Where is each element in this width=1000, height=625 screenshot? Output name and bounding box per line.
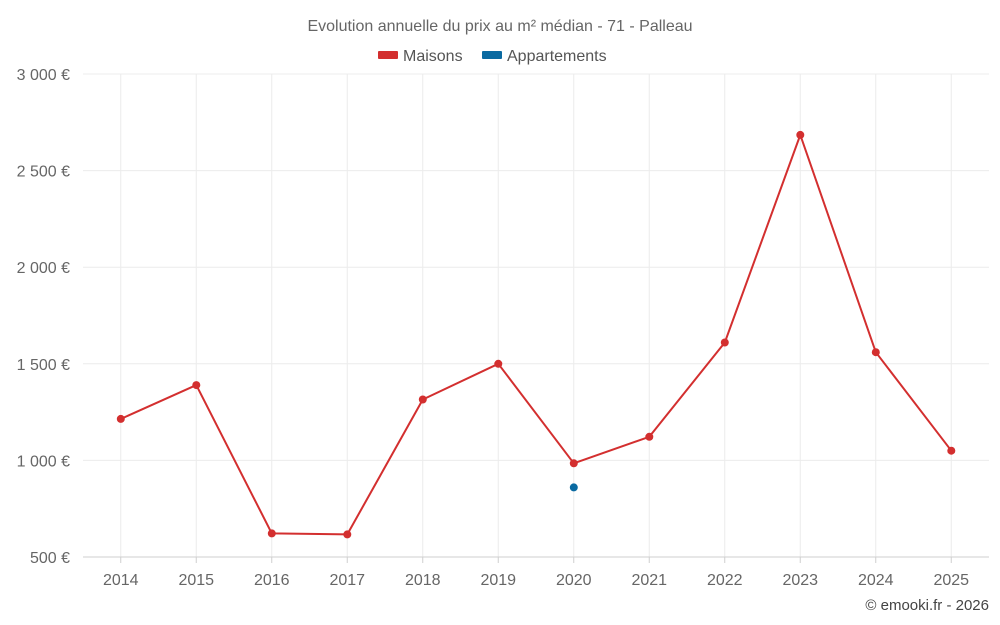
credit-text: © emooki.fr - 2026: [865, 597, 989, 614]
x-tick-label: 2023: [782, 572, 818, 589]
y-tick-label: 1 000 €: [17, 453, 70, 470]
y-tick-label: 3 000 €: [17, 67, 70, 84]
data-point-maisons[interactable]: [116, 414, 125, 423]
x-tick-label: 2020: [556, 572, 592, 589]
x-tick-label: 2014: [103, 572, 139, 589]
data-point-appartements[interactable]: [569, 483, 578, 492]
data-point-maisons[interactable]: [569, 459, 578, 468]
y-tick-label: 1 500 €: [17, 357, 70, 374]
legend-swatch-maisons: [378, 51, 398, 59]
data-point-maisons[interactable]: [645, 432, 654, 441]
x-tick-label: 2016: [254, 572, 290, 589]
y-tick-label: 2 000 €: [17, 260, 70, 277]
data-point-maisons[interactable]: [418, 395, 427, 404]
y-tick-label: 2 500 €: [17, 164, 70, 181]
series-line-maisons: [120, 133, 953, 536]
data-point-maisons[interactable]: [494, 359, 503, 368]
data-point-maisons[interactable]: [796, 130, 805, 139]
legend: Maisons Appartements: [378, 48, 607, 65]
legend-label-appartements: Appartements: [507, 48, 607, 65]
data-point-maisons[interactable]: [871, 348, 880, 357]
legend-swatch-appartements: [482, 51, 502, 59]
axes: 500 € 1 000 € 1 500 € 2 000 € 2 500 € 3 000 €…: [17, 67, 989, 589]
x-tick-label: 2015: [178, 572, 214, 589]
chart-title: Evolution annuelle du prix au m² médian …: [307, 18, 692, 35]
legend-label-maisons: Maisons: [403, 48, 463, 65]
x-tick-label: 2025: [933, 572, 969, 589]
y-tick-label: 500 €: [30, 550, 70, 567]
x-tick-label: 2018: [405, 572, 441, 589]
data-point-maisons[interactable]: [720, 338, 729, 347]
data-point-maisons[interactable]: [267, 529, 276, 538]
legend-item-appartements[interactable]: Appartements: [482, 48, 607, 65]
x-tick-label: 2017: [329, 572, 365, 589]
data-point-maisons[interactable]: [947, 446, 956, 455]
data-point-maisons[interactable]: [343, 530, 352, 539]
x-tick-label: 2021: [631, 572, 667, 589]
grid: [83, 73, 989, 557]
x-tick-label: 2024: [858, 572, 894, 589]
data-point-maisons[interactable]: [192, 381, 201, 390]
x-tick-label: 2019: [480, 572, 516, 589]
x-tick-label: 2022: [707, 572, 743, 589]
legend-item-maisons[interactable]: Maisons: [378, 48, 463, 65]
series: [116, 130, 956, 539]
